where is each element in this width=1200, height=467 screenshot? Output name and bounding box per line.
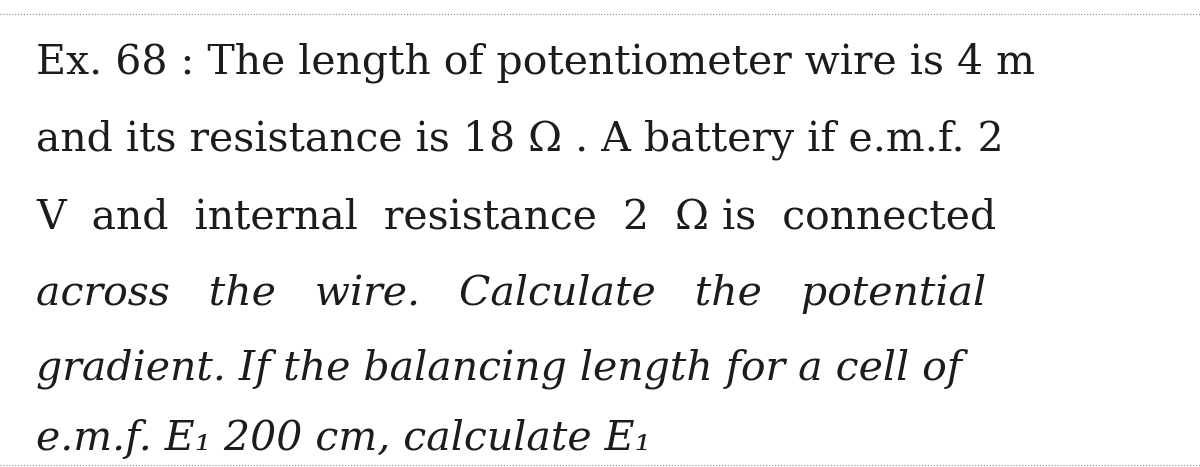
Text: Ex. 68 : The length of potentiometer wire is 4 m: Ex. 68 : The length of potentiometer wir… [36, 43, 1034, 83]
Text: e.m.f. E₁ 200 cm, calculate E₁: e.m.f. E₁ 200 cm, calculate E₁ [36, 419, 650, 459]
Text: V  and  internal  resistance  2  Ω is  connected: V and internal resistance 2 Ω is connect… [36, 197, 996, 237]
Text: across   the   wire.   Calculate   the   potential: across the wire. Calculate the potential [36, 274, 986, 314]
Text: gradient. If the balancing length for a cell of: gradient. If the balancing length for a … [36, 349, 962, 389]
Text: and its resistance is 18 Ω . A battery if e.m.f. 2: and its resistance is 18 Ω . A battery i… [36, 120, 1003, 160]
